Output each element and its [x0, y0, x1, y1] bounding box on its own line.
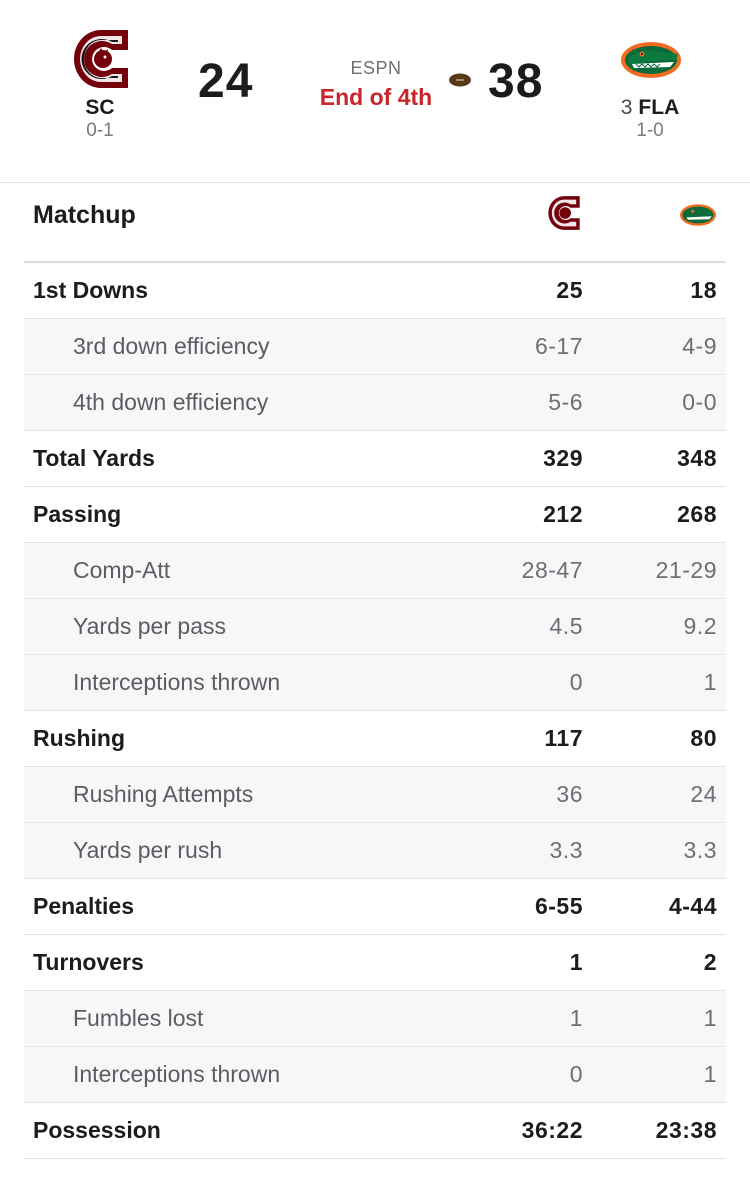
- home-stat-value: 1: [703, 669, 717, 695]
- away-stat-value: 0: [569, 1061, 583, 1087]
- stat-label: Yards per rush: [73, 837, 223, 863]
- stat-label: 4th down efficiency: [73, 389, 269, 415]
- matchup-stats-table: 1st Downs 25 18 3rd down efficiency 6-17 4-9 4…: [24, 263, 726, 1159]
- home-team-abbr-text: FLA: [638, 96, 680, 119]
- stat-label: Yards per pass: [73, 613, 226, 639]
- stat-label: Fumbles lost: [73, 1005, 204, 1031]
- home-stat-value: 24: [690, 781, 717, 807]
- stat-label: Comp-Att: [73, 557, 171, 583]
- home-score: 38: [488, 55, 544, 108]
- home-stat-value: 21-29: [655, 557, 717, 583]
- away-stat-value: 212: [543, 501, 583, 527]
- away-stat-value: 5-6: [548, 389, 583, 415]
- away-stat-value: 117: [544, 725, 583, 751]
- away-stat-value: 329: [543, 445, 583, 471]
- stat-row: 1st Downs 25 18: [24, 263, 726, 319]
- stat-row: 3rd down efficiency 6-17 4-9: [24, 319, 726, 375]
- game-status: End of 4th: [319, 84, 433, 110]
- home-stat-value: 1: [703, 1061, 717, 1087]
- home-stat-value: 4-9: [682, 333, 717, 359]
- stat-label: 1st Downs: [33, 277, 149, 303]
- away-team-abbr[interactable]: SC: [85, 96, 115, 119]
- away-stat-value: 3.3: [549, 837, 583, 863]
- away-stat-value: 1: [569, 949, 583, 975]
- stat-label: Total Yards: [33, 445, 155, 471]
- stat-row: Interceptions thrown 0 1: [24, 655, 726, 711]
- scoreboard-header: SC 0-1 24 ESPN End of 4th 38 3 FLA 1-0: [0, 0, 750, 180]
- stat-row: Interceptions thrown 0 1: [24, 1047, 726, 1103]
- football-icon: [449, 73, 471, 87]
- home-team-rank: 3: [620, 96, 633, 119]
- matchup-title: Matchup: [33, 201, 136, 229]
- stat-row: Comp-Att 28-47 21-29: [24, 543, 726, 599]
- away-stat-value: 6-55: [534, 893, 583, 919]
- stat-row: Yards per rush 3.3 3.3: [24, 823, 726, 879]
- stat-row: 4th down efficiency 5-6 0-0: [24, 375, 726, 431]
- stat-row: Passing 212 268: [24, 487, 726, 543]
- home-stat-value: 348: [677, 445, 717, 471]
- stat-row: Rushing 117 80: [24, 711, 726, 767]
- network-label: ESPN: [350, 58, 402, 78]
- stat-label: Rushing: [33, 725, 125, 751]
- gamecock-logo-icon[interactable]: [72, 28, 130, 90]
- stat-label: Passing: [33, 501, 122, 527]
- gator-logo-icon: [680, 204, 716, 226]
- stat-label: 3rd down efficiency: [73, 333, 270, 359]
- stat-label: Possession: [33, 1117, 161, 1143]
- stat-row: Possession 36:22 23:38: [24, 1103, 726, 1159]
- matchup-header: Matchup: [24, 183, 726, 263]
- home-stat-value: 2: [703, 949, 717, 975]
- home-stat-value: 268: [677, 501, 717, 527]
- stat-label: Rushing Attempts: [73, 781, 254, 807]
- away-stat-value: 4.5: [549, 613, 583, 639]
- away-stat-value: 36: [556, 781, 583, 807]
- home-stat-value: 9.2: [683, 613, 717, 639]
- gator-logo-icon[interactable]: [620, 40, 682, 80]
- home-stat-value: 0-0: [682, 389, 717, 415]
- matchup-card: Matchup 1st Downs 25 18 3rd down efficiency…: [0, 182, 750, 1183]
- away-team-record: 0-1: [86, 120, 114, 141]
- away-stat-value: 36:22: [521, 1117, 583, 1143]
- home-team-record: 1-0: [636, 120, 664, 141]
- stat-label: Interceptions thrown: [73, 669, 281, 695]
- stat-row: Fumbles lost 1 1: [24, 991, 726, 1047]
- away-stat-value: 0: [569, 669, 583, 695]
- home-stat-value: 80: [690, 725, 717, 751]
- home-stat-value: 3.3: [683, 837, 717, 863]
- gamecock-logo-icon: [548, 196, 580, 230]
- stat-row: Penalties 6-55 4-44: [24, 879, 726, 935]
- home-stat-value: 23:38: [655, 1117, 717, 1143]
- away-score: 24: [198, 55, 254, 108]
- stat-row: Turnovers 1 2: [24, 935, 726, 991]
- stat-label: Interceptions thrown: [73, 1061, 281, 1087]
- away-stat-value: 6-17: [534, 333, 583, 359]
- stat-label: Penalties: [33, 893, 134, 919]
- away-stat-value: 1: [569, 1005, 583, 1031]
- away-stat-value: 28-47: [521, 557, 583, 583]
- away-stat-value: 25: [556, 277, 583, 303]
- home-stat-value: 18: [690, 277, 717, 303]
- home-team-abbr[interactable]: 3 FLA: [610, 96, 690, 120]
- stat-row: Rushing Attempts 36 24: [24, 767, 726, 823]
- home-stat-value: 1: [703, 1005, 717, 1031]
- home-stat-value: 4-44: [668, 893, 717, 919]
- stat-row: Yards per pass 4.5 9.2: [24, 599, 726, 655]
- stat-label: Turnovers: [33, 949, 144, 975]
- stat-row: Total Yards 329 348: [24, 431, 726, 487]
